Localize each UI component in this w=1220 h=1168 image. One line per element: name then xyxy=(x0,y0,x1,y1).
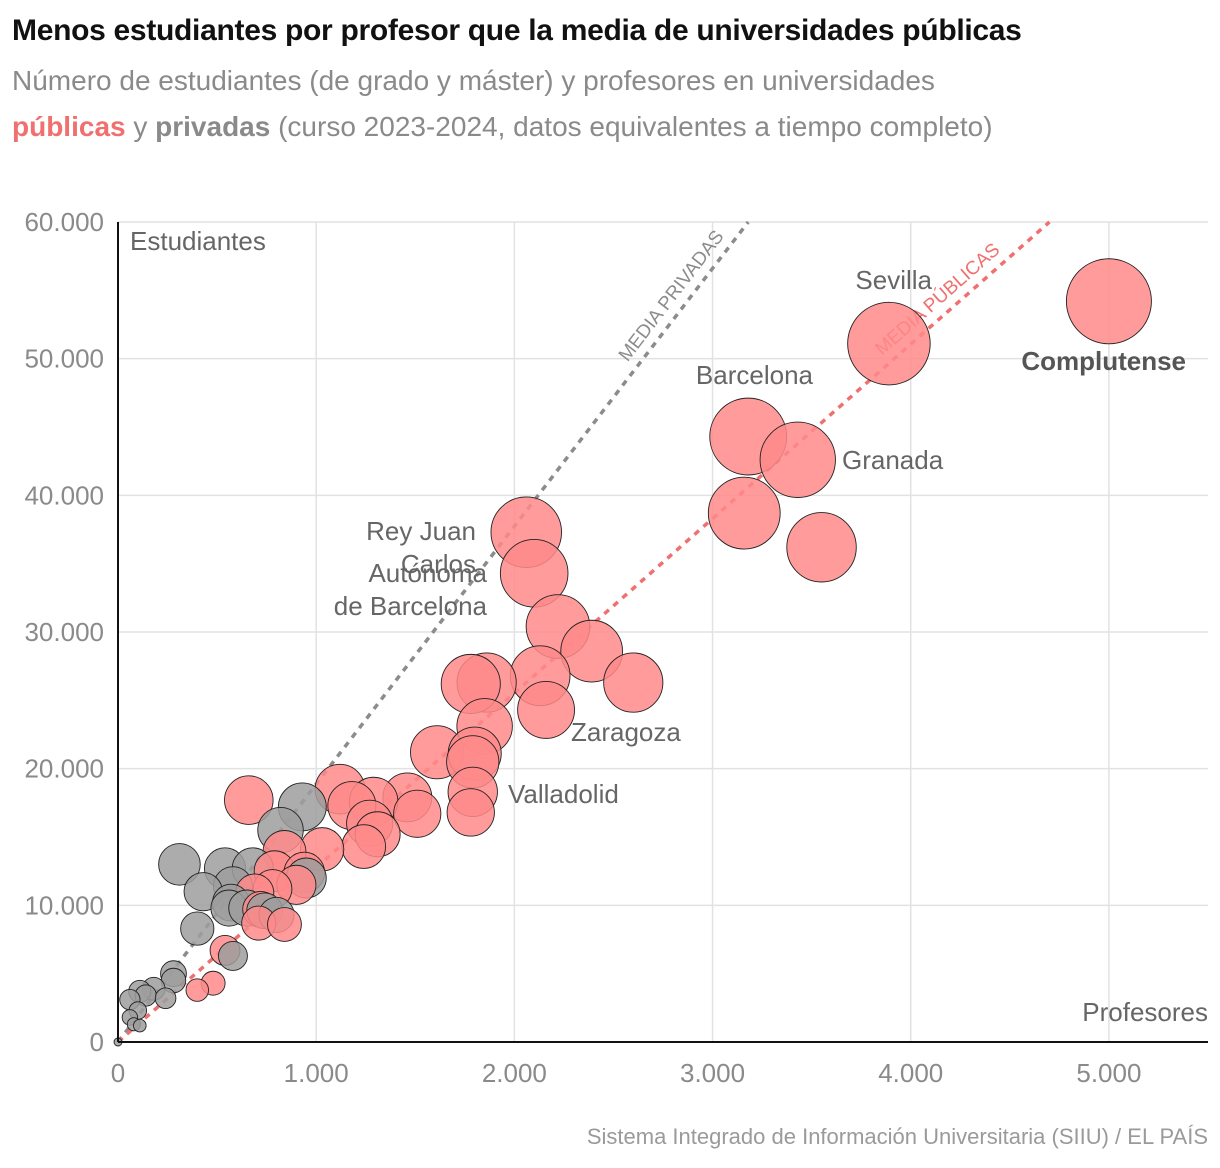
y-tick-label: 40.000 xyxy=(24,480,104,510)
x-tick-label: 5.000 xyxy=(1076,1058,1141,1088)
private-university-bubble xyxy=(154,987,177,1010)
bubble-label: Barcelona xyxy=(696,360,814,390)
bubble-label: Rey Juan Carlos xyxy=(366,516,476,579)
x-tick-label: 0 xyxy=(111,1058,125,1088)
bubble-label-line: Rey Juan xyxy=(366,516,476,546)
bubble-label: Granada xyxy=(842,445,944,475)
subtitle-rest: (curso 2023-2024, datos equivalentes a t… xyxy=(270,111,993,142)
private-average-label: MEDIA PRIVADAS xyxy=(615,227,729,366)
x-tick-label: 2.000 xyxy=(482,1058,547,1088)
y-tick-label: 30.000 xyxy=(24,617,104,647)
public-university-bubble xyxy=(560,619,623,683)
public-university-bubble xyxy=(341,824,387,869)
public-university-bubble xyxy=(446,788,495,837)
y-tick-label: 50.000 xyxy=(24,344,104,374)
y-tick-label: 0 xyxy=(90,1027,104,1057)
bubble-label: Zaragoza xyxy=(571,717,681,747)
bubble-label: Valladolid xyxy=(508,779,619,809)
private-university-bubble xyxy=(133,1018,147,1033)
public-university-bubble xyxy=(224,775,274,825)
axis-ticks: 0 10.000 20.000 30.000 40.000 50.000 60.000 0 1.… xyxy=(24,207,1141,1088)
annotations: Complutense Sevilla Barcelona Granada Rey Ju… xyxy=(334,265,1186,809)
public-university-bubble xyxy=(707,476,781,550)
bubble-label: Autónoma de Barcelona xyxy=(334,558,488,621)
chart-subtitle: Número de estudiantes (de grado y máster… xyxy=(12,58,1212,150)
private-university-bubble xyxy=(180,911,215,946)
bubbles xyxy=(113,258,1152,1047)
subtitle-public-label: públicas xyxy=(12,111,126,142)
public-university-bubble xyxy=(759,421,836,498)
public-university-bubble xyxy=(603,652,664,713)
bubble-label: Complutense xyxy=(1021,346,1186,376)
x-tick-label: 3.000 xyxy=(680,1058,745,1088)
y-tick-label: 60.000 xyxy=(24,207,104,237)
bubble-label: Sevilla xyxy=(855,265,932,295)
subtitle-line1: Número de estudiantes (de grado y máster… xyxy=(12,65,935,96)
public-university-bubble xyxy=(185,978,209,1002)
public-university-bubble xyxy=(267,907,302,942)
x-tick-label: 4.000 xyxy=(878,1058,943,1088)
public-university-bubble xyxy=(1065,258,1152,345)
public-university-bubble xyxy=(517,680,575,739)
y-tick-label: 20.000 xyxy=(24,754,104,784)
subtitle-and: y xyxy=(125,111,156,142)
bubble-label-line: de Barcelona xyxy=(334,591,488,621)
grid xyxy=(118,221,1208,1042)
public-university-bubble xyxy=(847,301,931,386)
private-university-bubble xyxy=(218,940,248,971)
x-axis-title: Profesores xyxy=(1082,997,1208,1027)
public-university-bubble xyxy=(393,789,442,838)
bubble-label-line: Carlos xyxy=(401,549,476,579)
chart-title: Menos estudiantes por profesor que la me… xyxy=(12,14,1022,47)
private-university-bubble xyxy=(158,843,201,886)
source-note: Sistema Integrado de Información Univers… xyxy=(586,1124,1208,1149)
bubble-label-line: Autónoma xyxy=(368,558,487,588)
subtitle-private-label: privadas xyxy=(155,111,271,142)
public-university-bubble xyxy=(786,512,857,583)
y-tick-label: 10.000 xyxy=(24,890,104,920)
y-axis-title: Estudiantes xyxy=(130,226,266,256)
axes: Estudiantes Profesores xyxy=(117,222,1208,1043)
x-tick-label: 1.000 xyxy=(284,1058,349,1088)
